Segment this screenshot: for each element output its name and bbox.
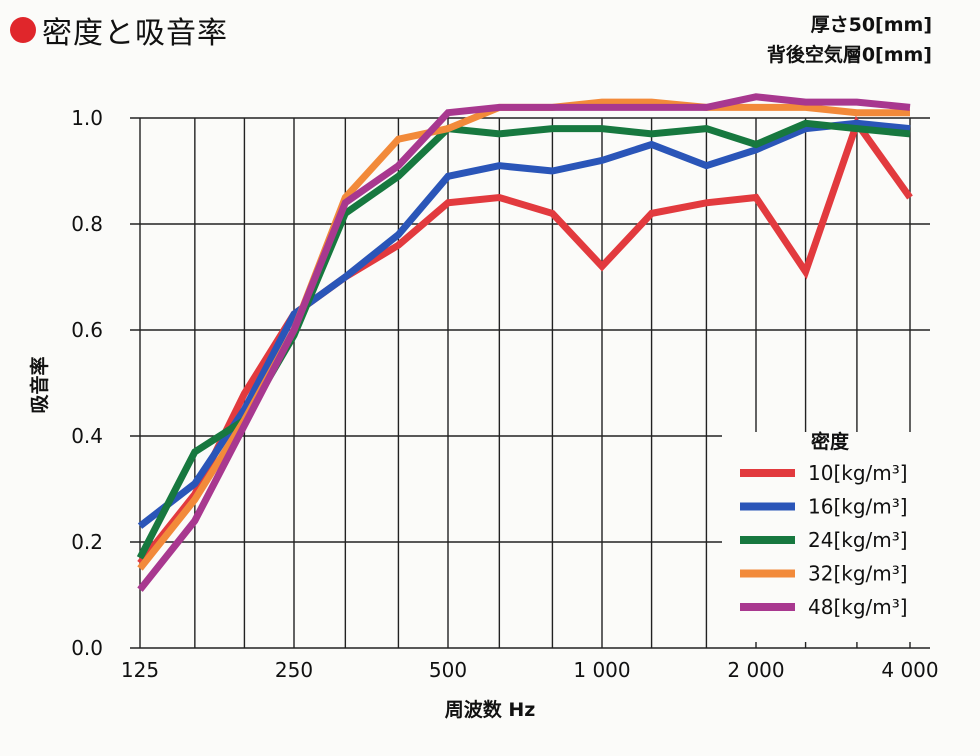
series-line-5 [137,93,911,592]
series-line-2 [137,119,911,529]
y-tick-label: 0.8 [71,212,103,236]
x-axis-label: 周波数 Hz [445,698,536,721]
y-axis-label: 吸音率 [28,356,51,413]
chart-title-group: 密度と吸音率 [10,8,228,52]
legend-label-2: 16[kg/m³] [808,495,908,519]
legend-label-1: 10[kg/m³] [808,461,908,485]
y-tick-label: 0.2 [71,530,103,554]
x-tick-label: 250 [275,658,313,682]
x-tick-label: 2 000 [727,658,784,682]
y-tick-label: 0.6 [71,318,103,342]
legend-title: 密度 [811,430,850,453]
x-tick-label: 500 [429,658,467,682]
legend-label-5: 48[kg/m³] [808,595,908,619]
y-tick-label: 0.4 [71,424,103,448]
legend-label-4: 32[kg/m³] [808,562,908,586]
chart-title: 密度と吸音率 [42,16,228,51]
x-tick-label: 1 000 [573,658,630,682]
x-tick-label: 125 [121,658,159,682]
spec-air-layer: 背後空気層0[mm] [766,44,932,66]
title-bullet-icon [10,17,36,43]
spec-thickness: 厚さ50[mm] [810,14,932,36]
y-tick-label: 1.0 [71,106,103,130]
x-tick-label: 4 000 [881,658,938,682]
legend-label-3: 24[kg/m³] [808,528,908,552]
y-tick-label: 0.0 [71,636,103,660]
series-line-1 [137,115,913,566]
